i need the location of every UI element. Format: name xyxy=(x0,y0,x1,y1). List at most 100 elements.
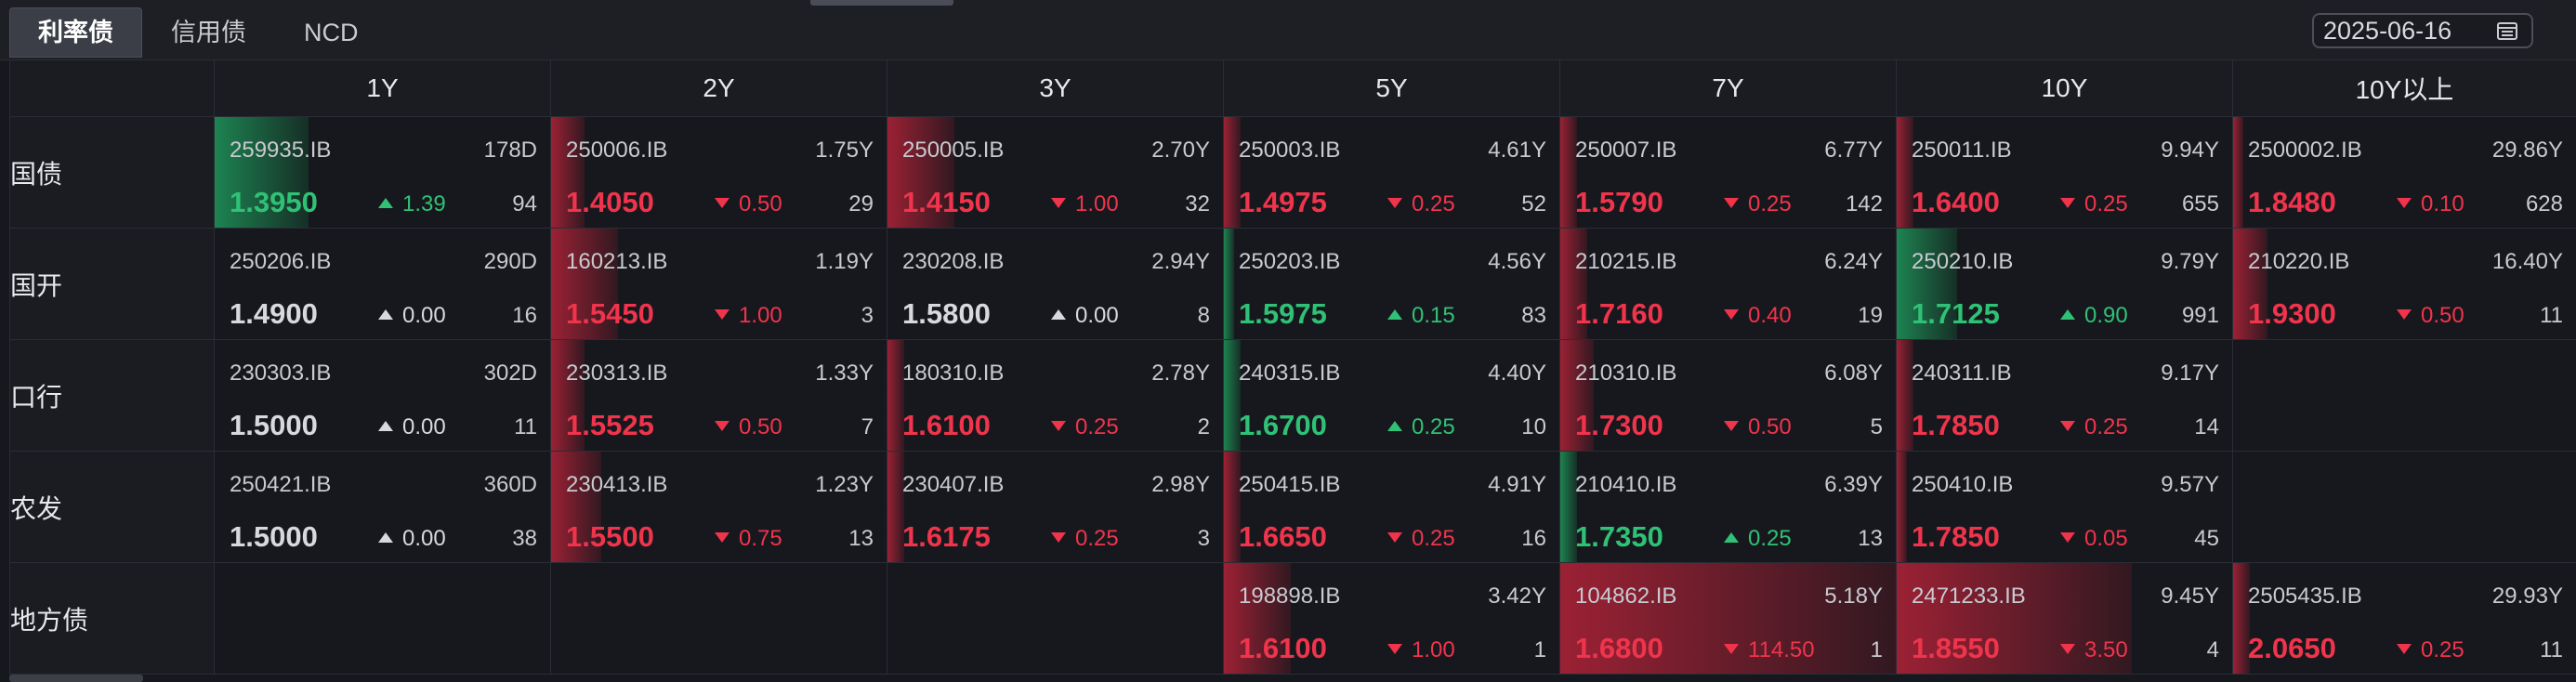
bond-cell[interactable]: 230407.IB 2.98Y 1.6175 0.25 3 xyxy=(887,451,1224,563)
trade-count: 29 xyxy=(848,191,874,216)
bond-cell[interactable]: 250006.IB 1.75Y 1.4050 0.50 29 xyxy=(550,116,887,229)
bond-term: 9.17Y xyxy=(2161,361,2219,386)
yield-change: 0.00 xyxy=(378,526,446,552)
bond-cell[interactable]: 250005.IB 2.70Y 1.4150 1.00 32 xyxy=(887,116,1224,229)
bond-cell[interactable]: 198898.IB 3.42Y 1.6100 1.00 1 xyxy=(1223,562,1560,675)
yield-change: 0.00 xyxy=(1051,303,1119,329)
triangle-up-icon xyxy=(378,421,393,432)
bond-yield: 1.7300 xyxy=(1575,409,1663,441)
bond-yield: 1.6100 xyxy=(902,409,991,441)
yield-change-value: 0.50 xyxy=(739,414,782,439)
bond-cell[interactable]: 230303.IB 302D 1.5000 0.00 11 xyxy=(214,339,551,452)
bond-cell[interactable]: 230208.IB 2.94Y 1.5800 0.00 8 xyxy=(887,228,1224,340)
triangle-down-icon xyxy=(2060,532,2075,544)
bond-term: 29.93Y xyxy=(2491,584,2563,609)
trade-count: 52 xyxy=(1521,191,1546,216)
empty-cell xyxy=(214,562,551,675)
bond-cell[interactable]: 250206.IB 290D 1.4900 0.00 16 xyxy=(214,228,551,340)
top-toolbar: 利率债 信用债 NCD 2025-06-16 xyxy=(0,0,2576,60)
triangle-up-icon xyxy=(378,532,393,544)
triangle-down-icon xyxy=(715,309,729,321)
empty-cell xyxy=(887,562,1224,675)
yield-change: 0.50 xyxy=(715,191,782,217)
triangle-down-icon xyxy=(1051,198,1066,209)
yield-change-value: 3.50 xyxy=(2084,637,2128,662)
trade-count: 38 xyxy=(512,526,537,551)
trade-count: 991 xyxy=(2181,303,2219,328)
yield-change: 0.50 xyxy=(715,414,782,440)
trade-count: 11 xyxy=(2540,637,2563,662)
bond-cell[interactable]: 250011.IB 9.94Y 1.6400 0.25 655 xyxy=(1896,116,2233,229)
trade-count: 83 xyxy=(1521,303,1546,328)
yield-change: 1.39 xyxy=(378,191,446,217)
bond-cell[interactable]: 230413.IB 1.23Y 1.5500 0.75 13 xyxy=(550,451,887,563)
empty-cell xyxy=(2232,339,2576,452)
triangle-up-icon xyxy=(1387,309,1402,321)
yield-change-value: 0.25 xyxy=(1412,191,1455,216)
tab-ncd[interactable]: NCD xyxy=(304,19,359,46)
bond-cell[interactable]: 250210.IB 9.79Y 1.7125 0.90 991 xyxy=(1896,228,2233,340)
yield-change: 0.00 xyxy=(378,303,446,329)
bond-cell[interactable]: 2500002.IB 29.86Y 1.8480 0.10 628 xyxy=(2232,116,2576,229)
bond-cell[interactable]: 210310.IB 6.08Y 1.7300 0.50 5 xyxy=(1559,339,1897,452)
tab-credit-bonds[interactable]: 信用债 xyxy=(171,19,246,46)
bond-cell[interactable]: 104862.IB 5.18Y 1.6800 114.50 1 xyxy=(1559,562,1897,675)
trade-count: 1 xyxy=(1533,637,1546,662)
yield-change-value: 0.25 xyxy=(2084,191,2128,216)
bond-cell[interactable]: 210410.IB 6.39Y 1.7350 0.25 13 xyxy=(1559,451,1897,563)
bond-cell[interactable]: 250410.IB 9.57Y 1.7850 0.05 45 xyxy=(1896,451,2233,563)
triangle-down-icon xyxy=(1387,532,1402,544)
trade-count: 13 xyxy=(848,526,874,551)
bond-term: 9.57Y xyxy=(2161,472,2219,497)
bond-cell[interactable]: 250415.IB 4.91Y 1.6650 0.25 16 xyxy=(1223,451,1560,563)
triangle-down-icon xyxy=(2060,198,2075,209)
bond-cell[interactable]: 250003.IB 4.61Y 1.4975 0.25 52 xyxy=(1223,116,1560,229)
bond-code: 250006.IB xyxy=(566,138,668,163)
bond-cell[interactable]: 259935.IB 178D 1.3950 1.39 94 xyxy=(214,116,551,229)
bond-cell[interactable]: 250007.IB 6.77Y 1.5790 0.25 142 xyxy=(1559,116,1897,229)
column-header: 10Y xyxy=(1896,59,2233,117)
bond-yield: 1.6100 xyxy=(1239,632,1327,664)
triangle-down-icon xyxy=(2397,309,2412,321)
bond-term: 360D xyxy=(483,472,537,497)
bond-cell[interactable]: 2471233.IB 9.45Y 1.8550 3.50 4 xyxy=(1896,562,2233,675)
yield-change-value: 0.90 xyxy=(2084,303,2128,328)
bond-yield: 2.0650 xyxy=(2248,632,2336,664)
bond-cell[interactable]: 160213.IB 1.19Y 1.5450 1.00 3 xyxy=(550,228,887,340)
bond-cell[interactable]: 240311.IB 9.17Y 1.7850 0.25 14 xyxy=(1896,339,2233,452)
triangle-up-icon xyxy=(378,309,393,321)
triangle-down-icon xyxy=(2397,198,2412,209)
yield-change: 0.25 xyxy=(1387,414,1455,440)
scroll-indicator[interactable] xyxy=(810,0,953,6)
bond-cell[interactable]: 250421.IB 360D 1.5000 0.00 38 xyxy=(214,451,551,563)
triangle-down-icon xyxy=(1051,532,1066,544)
bond-term: 6.08Y xyxy=(1824,361,1883,386)
bond-cell[interactable]: 180310.IB 2.78Y 1.6100 0.25 2 xyxy=(887,339,1224,452)
bond-yield: 1.6800 xyxy=(1575,632,1663,664)
bond-yield: 1.5000 xyxy=(230,520,318,553)
tab-bar: 利率债 信用债 NCD xyxy=(9,7,388,58)
bond-term: 6.24Y xyxy=(1824,249,1883,274)
bond-cell[interactable]: 210215.IB 6.24Y 1.7160 0.40 19 xyxy=(1559,228,1897,340)
triangle-down-icon xyxy=(1387,198,1402,209)
table-row: 国债 259935.IB 178D 1.3950 1.39 94 250006.IB 1.75… xyxy=(9,116,2576,229)
bond-cell[interactable]: 230313.IB 1.33Y 1.5525 0.50 7 xyxy=(550,339,887,452)
trade-count: 3 xyxy=(1197,526,1210,551)
yield-change-value: 0.15 xyxy=(1412,303,1455,328)
bond-term: 6.39Y xyxy=(1824,472,1883,497)
yield-change-value: 0.25 xyxy=(1412,526,1455,551)
bond-cell[interactable]: 2505435.IB 29.93Y 2.0650 0.25 11 xyxy=(2232,562,2576,675)
date-picker[interactable]: 2025-06-16 xyxy=(2312,13,2533,48)
bond-cell[interactable]: 240315.IB 4.40Y 1.6700 0.25 10 xyxy=(1223,339,1560,452)
bond-code: 230413.IB xyxy=(566,472,668,497)
bond-cell[interactable]: 250203.IB 4.56Y 1.5975 0.15 83 xyxy=(1223,228,1560,340)
bond-cell[interactable]: 210220.IB 16.40Y 1.9300 0.50 11 xyxy=(2232,228,2576,340)
bond-code: 230208.IB xyxy=(902,249,1005,274)
yield-change-value: 0.40 xyxy=(1748,303,1792,328)
tab-rate-bonds[interactable]: 利率债 xyxy=(9,7,142,58)
yield-change: 0.25 xyxy=(1051,414,1119,440)
triangle-up-icon xyxy=(1387,421,1402,432)
horizontal-scrollbar[interactable] xyxy=(9,675,143,682)
trade-count: 13 xyxy=(1858,526,1883,551)
bond-yield: 1.6175 xyxy=(902,520,991,553)
